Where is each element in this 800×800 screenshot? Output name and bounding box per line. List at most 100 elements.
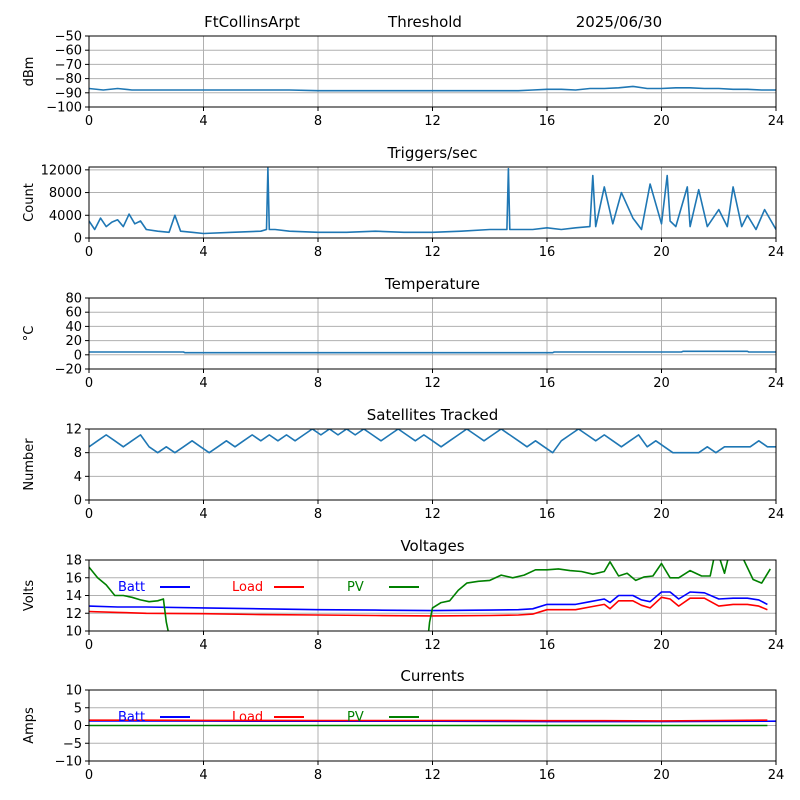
y-tick-label: −70	[55, 58, 82, 73]
threshold-label: Threshold	[387, 13, 462, 31]
x-tick-label: 12	[424, 376, 441, 391]
legend-label-batt: Batt	[118, 580, 145, 595]
x-tick-label: 4	[199, 638, 207, 653]
legend-label-load: Load	[232, 710, 263, 725]
x-tick-label: 20	[653, 245, 670, 260]
x-tick-label: 20	[653, 507, 670, 522]
legend-label-load: Load	[232, 580, 263, 595]
y-tick-label: 80	[65, 292, 82, 307]
panel-title: Voltages	[400, 537, 464, 555]
x-tick-label: 12	[424, 114, 441, 129]
x-tick-label: 16	[539, 507, 556, 522]
series-line-load	[89, 596, 768, 617]
x-tick-label: 24	[768, 114, 785, 129]
x-tick-label: 24	[768, 768, 785, 783]
x-tick-label: 8	[314, 245, 322, 260]
series-line-2	[89, 167, 776, 235]
x-tick-label: 20	[653, 768, 670, 783]
x-tick-label: 12	[424, 768, 441, 783]
x-tick-label: 20	[653, 376, 670, 391]
x-tick-label: 0	[85, 376, 93, 391]
y-tick-label: 4000	[49, 209, 82, 224]
x-tick-label: 24	[768, 245, 785, 260]
panel-6: 0 4 8 12 16 20 24 −10 −5 0 5 10 Currents Amps Batt Load…	[22, 667, 784, 783]
x-tick-label: 8	[314, 638, 322, 653]
x-tick-label: 4	[199, 376, 207, 391]
y-tick-label: 20	[65, 334, 82, 349]
x-tick-label: 0	[85, 507, 93, 522]
legend-label-batt: Batt	[118, 710, 145, 725]
series-line-4	[89, 429, 776, 454]
x-tick-label: 0	[85, 638, 93, 653]
x-tick-label: 24	[768, 507, 785, 522]
panel-1: 0 4 8 12 16 20 24 −100−90−80−70−60−50 dBm	[22, 30, 784, 130]
legend-label-pv: PV	[347, 580, 364, 595]
y-tick-label: 18	[65, 554, 82, 569]
x-tick-label: 16	[539, 638, 556, 653]
y-tick-label: −5	[63, 737, 82, 752]
y-tick-label: 12	[65, 423, 82, 438]
y-tick-label: −100	[46, 101, 82, 116]
x-tick-label: 4	[199, 507, 207, 522]
series-line-batt	[89, 591, 768, 612]
x-tick-label: 4	[199, 114, 207, 129]
y-tick-label: 8000	[49, 186, 82, 201]
series-line-3	[89, 350, 776, 354]
x-tick-label: 0	[85, 768, 93, 783]
y-tick-label: −60	[55, 44, 82, 59]
panel-2: 0 4 8 12 16 20 24 0 4000 8000 12000 Triggers/sec Cou…	[22, 144, 784, 260]
series-line-load	[89, 719, 768, 722]
y-tick-label: 8	[74, 446, 82, 461]
y-tick-label: −10	[55, 755, 82, 770]
y-axis-label: dBm	[22, 57, 37, 87]
y-tick-label: −90	[55, 86, 82, 101]
y-tick-label: 14	[65, 589, 82, 604]
x-tick-label: 8	[314, 768, 322, 783]
y-axis-label: Number	[22, 438, 37, 491]
panel-title: Satellites Tracked	[367, 406, 498, 424]
y-tick-label: 0	[74, 494, 82, 509]
legend-label-pv: PV	[347, 710, 364, 725]
x-tick-label: 12	[424, 245, 441, 260]
x-tick-label: 12	[424, 507, 441, 522]
y-tick-label: 16	[65, 571, 82, 586]
x-tick-label: 4	[199, 768, 207, 783]
y-tick-label: 5	[74, 701, 82, 716]
y-tick-label: 0	[74, 232, 82, 247]
y-axis-label: Volts	[22, 580, 37, 612]
y-tick-label: 0	[74, 348, 82, 363]
x-tick-label: 8	[314, 376, 322, 391]
y-tick-label: −50	[55, 30, 82, 45]
x-tick-label: 12	[424, 638, 441, 653]
x-tick-label: 16	[539, 768, 556, 783]
x-tick-label: 24	[768, 638, 785, 653]
panel-title: Triggers/sec	[387, 144, 478, 162]
y-axis-label: Amps	[22, 707, 37, 744]
y-tick-label: 60	[65, 306, 82, 321]
x-tick-label: 16	[539, 245, 556, 260]
x-tick-label: 24	[768, 376, 785, 391]
y-axis-label: Count	[22, 183, 37, 222]
x-tick-label: 16	[539, 376, 556, 391]
x-tick-label: 20	[653, 114, 670, 129]
station-name: FtCollinsArpt	[204, 13, 300, 31]
panel-title: Currents	[400, 667, 464, 685]
report-date: 2025/06/30	[576, 13, 662, 31]
panel-5: 0 4 8 12 16 20 24 10 12 14 16 18 Voltages Volts Batt Lo…	[22, 537, 784, 653]
y-tick-label: 40	[65, 320, 82, 335]
series-line-1	[89, 85, 776, 92]
y-tick-label: 12	[65, 607, 82, 622]
panel-title: Temperature	[384, 275, 480, 293]
series-line-pv	[89, 560, 771, 631]
x-tick-label: 8	[314, 507, 322, 522]
y-tick-label: 0	[74, 719, 82, 734]
x-tick-label: 16	[539, 114, 556, 129]
y-axis-label: °C	[22, 326, 37, 342]
x-tick-label: 0	[85, 245, 93, 260]
y-tick-label: 4	[74, 470, 82, 485]
x-tick-label: 0	[85, 114, 93, 129]
